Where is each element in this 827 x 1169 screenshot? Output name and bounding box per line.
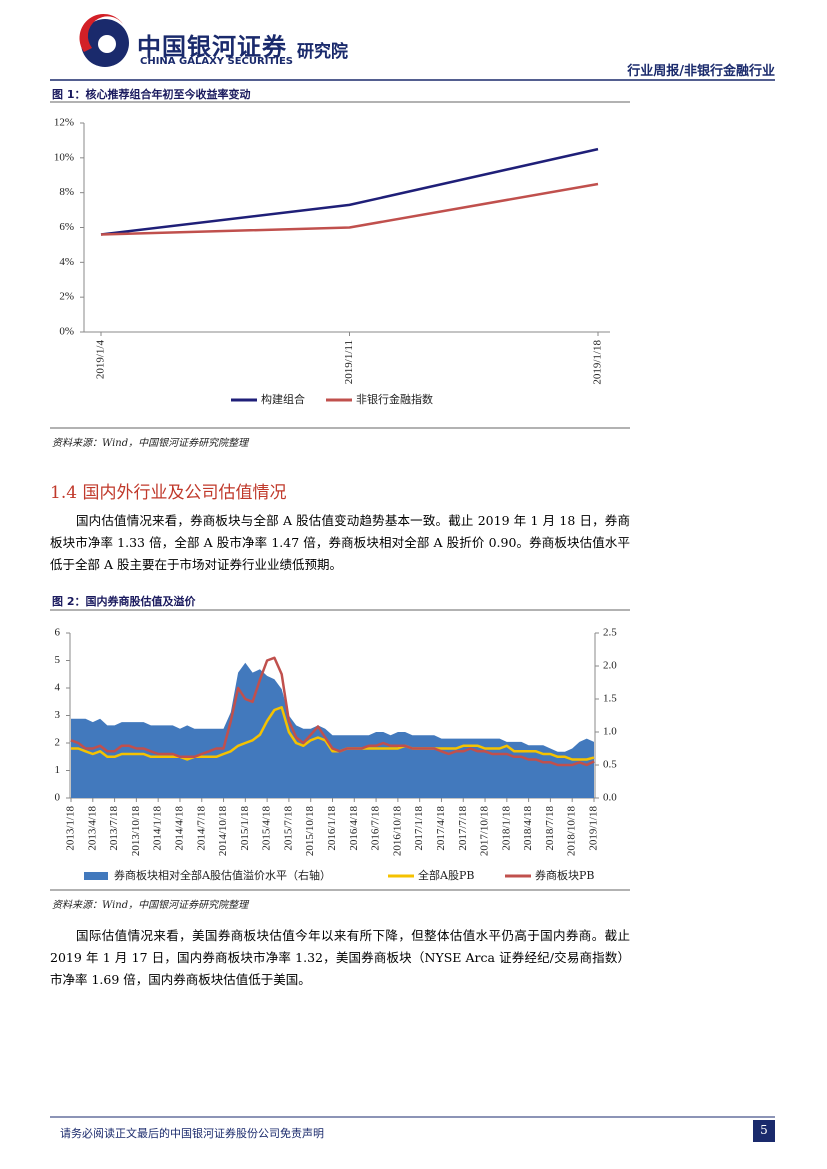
y2-tick-label: 0.5 xyxy=(603,759,617,771)
legend-label: 券商板块相对全部A股估值溢价水平（右轴） xyxy=(114,868,331,882)
x-tick-label: 2018/10/18 xyxy=(566,806,578,857)
x-tick-label: 2017/7/18 xyxy=(457,806,469,851)
x-tick-label: 2014/10/18 xyxy=(217,806,229,857)
page-number-box xyxy=(753,1120,775,1142)
legend-label: 非银行金融指数 xyxy=(356,392,433,406)
x-tick-label: 2017/10/18 xyxy=(479,806,491,857)
y2-tick-label: 2.0 xyxy=(603,660,617,672)
area xyxy=(71,662,594,798)
y-tick-label: 3 xyxy=(55,709,61,721)
legend-swatch xyxy=(84,872,108,880)
figure-title: 图 2：国内券商股估值及溢价 xyxy=(52,595,196,608)
y-tick-label: 0% xyxy=(59,326,74,338)
x-tick-label: 2016/1/18 xyxy=(326,806,338,851)
x-tick-label: 2017/1/18 xyxy=(413,806,425,851)
line xyxy=(100,147,599,236)
y-tick-label: 6% xyxy=(59,221,74,233)
x-tick-label: 2015/10/18 xyxy=(304,806,316,857)
paragraph: 国际估值情况来看，美国券商板块估值今年以来有所下降，但整体估值水平仍高于国内券商… xyxy=(50,928,630,987)
institute: 研究院 xyxy=(297,42,348,62)
x-tick-label: 2016/7/18 xyxy=(370,806,382,851)
y-tick-label: 4 xyxy=(55,682,61,694)
x-tick-label: 2019/1/18 xyxy=(588,806,600,851)
line xyxy=(71,706,595,761)
x-tick-label: 2015/1/18 xyxy=(239,806,251,851)
y2-tick-label: 1.5 xyxy=(603,693,617,705)
y-tick-label: 10% xyxy=(54,151,74,163)
y2-tick-label: 0.0 xyxy=(603,792,617,804)
x-tick-label: 2014/1/18 xyxy=(152,806,164,851)
y-tick-label: 2% xyxy=(59,291,74,303)
brand-en: CHINA GALAXY SECURITIES xyxy=(140,56,293,67)
logo-mark xyxy=(79,13,129,67)
x-tick-label: 2014/4/18 xyxy=(173,806,185,851)
y-tick-label: 2 xyxy=(55,737,61,749)
y2-tick-label: 1.0 xyxy=(603,726,617,738)
x-tick-label: 2013/7/18 xyxy=(108,806,120,851)
figure-title: 图 1：核心推荐组合年初至今收益率变动 xyxy=(52,88,251,101)
y-tick-label: 12% xyxy=(54,117,74,129)
x-tick-label: 2013/10/18 xyxy=(130,806,142,857)
paragraph: 国内估值情况来看，券商板块与全部 A 股估值变动趋势基本一致。截止 2019 年… xyxy=(50,513,630,572)
y-tick-label: 6 xyxy=(55,627,61,639)
section-heading: 1.4 国内外行业及公司估值情况 xyxy=(50,483,287,503)
legend-label: 构建组合 xyxy=(261,392,305,406)
x-tick-label: 2015/7/18 xyxy=(282,806,294,851)
x-tick-label: 2019/1/18 xyxy=(592,340,604,385)
line xyxy=(70,656,595,767)
x-tick-label: 2014/7/18 xyxy=(195,806,207,851)
x-tick-label: 2018/7/18 xyxy=(544,806,556,851)
brand: 中国银河证券 xyxy=(137,33,287,61)
y-tick-label: 0 xyxy=(55,792,61,804)
x-tick-label: 2016/4/18 xyxy=(348,806,360,851)
x-tick-label: 2013/4/18 xyxy=(86,806,98,851)
legend-label: 券商板块PB xyxy=(535,868,595,882)
disclaimer: 请务必阅读正文最后的中国银河证券股份公司免责声明 xyxy=(60,1127,324,1140)
y-tick-label: 5 xyxy=(55,654,61,666)
x-tick-label: 2016/10/18 xyxy=(391,806,403,857)
x-tick-label: 2018/1/18 xyxy=(500,806,512,851)
figure-source: 资料来源：Wind，中国银河证券研究院整理 xyxy=(52,438,249,449)
legend-label: 全部A股PB xyxy=(418,868,474,882)
x-tick-label: 2017/4/18 xyxy=(435,806,447,851)
y-tick-label: 8% xyxy=(59,186,74,198)
x-tick-label: 2019/1/11 xyxy=(343,340,355,384)
x-tick-label: 2015/4/18 xyxy=(261,806,273,851)
y2-tick-label: 2.5 xyxy=(603,627,617,639)
x-tick-label: 2019/1/4 xyxy=(95,340,107,380)
line xyxy=(100,182,599,236)
x-tick-label: 2018/4/18 xyxy=(522,806,534,851)
figure-source: 资料来源：Wind，中国银河证券研究院整理 xyxy=(52,900,249,911)
page-number: 5 xyxy=(760,1123,768,1137)
report-type: 行业周报/非银行金融行业 xyxy=(627,64,775,79)
x-tick-label: 2013/1/18 xyxy=(65,806,77,851)
y-tick-label: 4% xyxy=(59,256,74,268)
y-tick-label: 1 xyxy=(55,764,61,776)
